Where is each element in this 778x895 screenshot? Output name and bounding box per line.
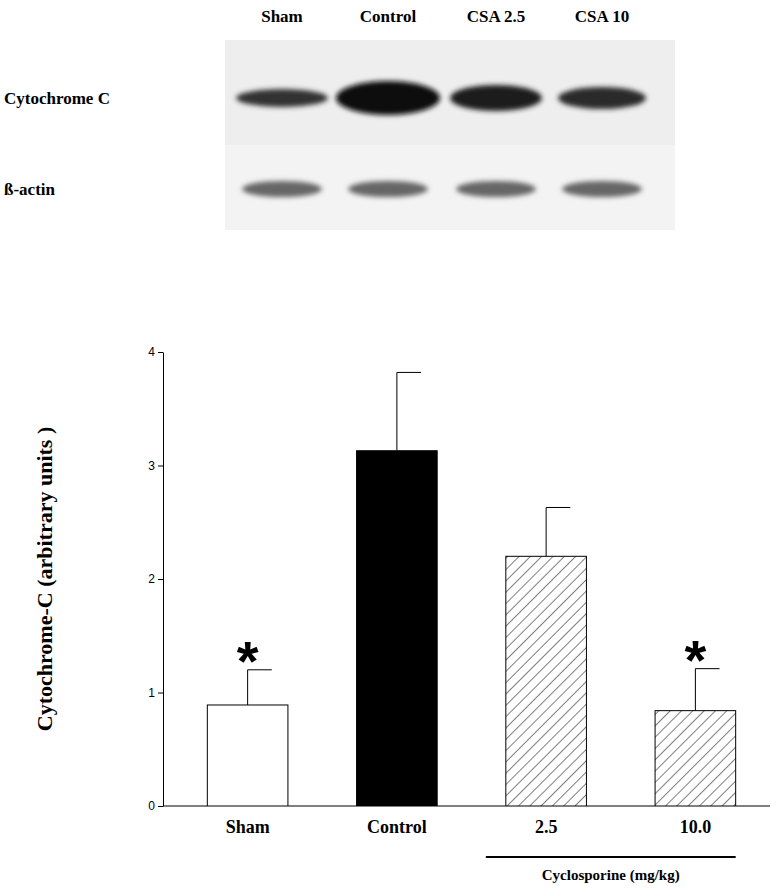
bar xyxy=(357,451,438,806)
axis-line xyxy=(163,353,164,807)
bar xyxy=(506,556,587,806)
tick: 0 xyxy=(148,799,163,813)
tick-label: Sham xyxy=(226,817,270,837)
blot-band xyxy=(562,181,642,197)
tick: Control xyxy=(367,817,427,837)
y-axis-title: Cytochrome-C (arbitrary units ) xyxy=(32,427,57,731)
tick-label: 2 xyxy=(148,572,155,586)
tick: 2 xyxy=(148,572,163,586)
tick: 2.5 xyxy=(535,817,558,837)
lane-label: Control xyxy=(360,7,417,26)
lane-label: CSA 10 xyxy=(575,7,629,26)
tick-mark xyxy=(158,693,163,694)
blot-background xyxy=(225,40,675,230)
tick: 4 xyxy=(148,345,163,359)
group-label: Cyclosporine (mg/kg) xyxy=(542,867,680,884)
group-bracket xyxy=(486,856,736,858)
lane-label: CSA 2.5 xyxy=(467,7,526,26)
blot-band xyxy=(348,181,428,197)
error-bar xyxy=(397,372,421,450)
tick: Sham xyxy=(226,817,270,837)
blot-band xyxy=(456,181,536,197)
tick-mark xyxy=(158,466,163,467)
tick: 10.0 xyxy=(680,817,712,837)
tick: 1 xyxy=(148,686,163,700)
blot-band xyxy=(450,85,542,111)
tick-mark xyxy=(158,579,163,580)
row-label: ß-actin xyxy=(4,180,56,199)
bar xyxy=(655,711,736,806)
tick-label: 10.0 xyxy=(680,817,712,837)
y-axis: 0 1 2 3 4 xyxy=(148,345,163,813)
x-axis: Sham Control 2.5 10.0 xyxy=(163,806,770,837)
error-bar xyxy=(546,507,570,556)
tick: 3 xyxy=(148,459,163,473)
tick-label: 1 xyxy=(148,686,155,700)
plot-area xyxy=(207,372,735,806)
blot-band xyxy=(558,87,646,109)
bar xyxy=(207,705,288,806)
row-label: Cytochrome C xyxy=(4,89,110,108)
tick-label: 3 xyxy=(148,459,155,473)
blot-band xyxy=(242,181,322,197)
tick-mark xyxy=(158,806,163,807)
tick-label: 4 xyxy=(148,345,155,359)
blot: Sham Control CSA 2.5 CSA 10 Cytochrome C ß-ac… xyxy=(4,7,675,230)
lane-label: Sham xyxy=(261,7,303,26)
tick-label: 2.5 xyxy=(535,817,558,837)
annotation: * xyxy=(237,629,259,692)
blot-band xyxy=(236,89,328,107)
tick-label: 0 xyxy=(148,799,155,813)
tick-label: Control xyxy=(367,817,427,837)
tick-mark xyxy=(158,352,163,353)
figure: Sham Control CSA 2.5 CSA 10 Cytochrome C ß-ac… xyxy=(0,0,778,895)
annotation: * xyxy=(684,628,706,691)
blot-background xyxy=(225,145,675,230)
blot-band xyxy=(336,81,440,115)
